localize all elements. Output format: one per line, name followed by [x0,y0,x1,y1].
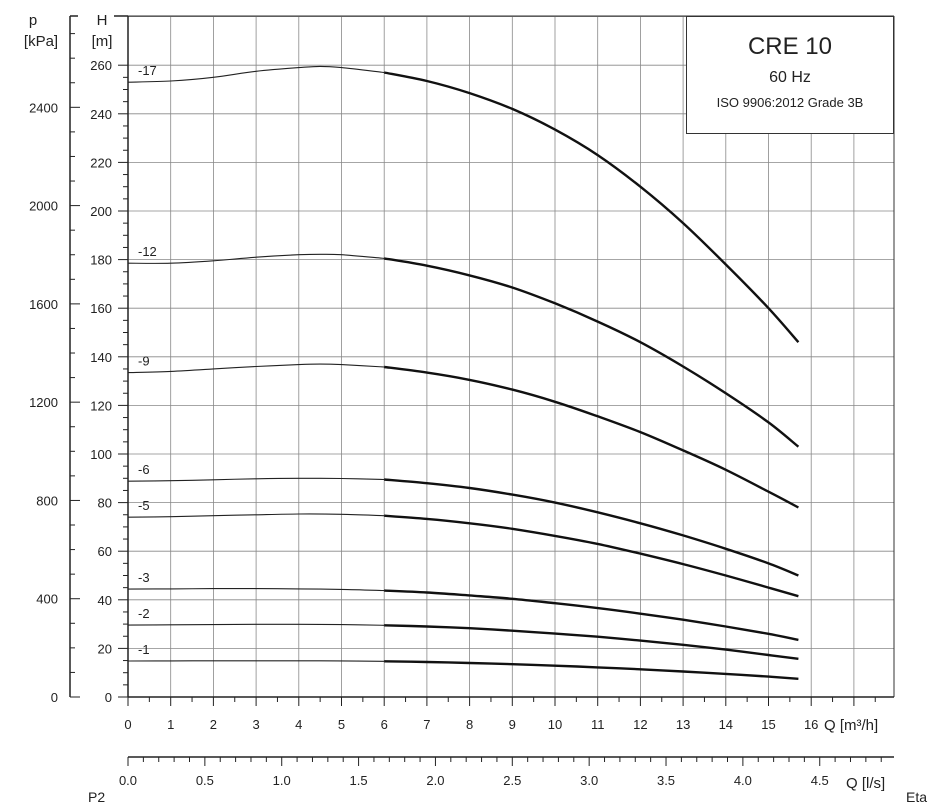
x-m3h-tick-label: 9 [509,717,516,732]
head-tick-label: 60 [98,544,112,559]
x-ls-tick-label: 3.5 [657,773,675,788]
head-tick-label: 140 [90,350,112,365]
curve-stage-5-low-flow [127,513,385,518]
pressure-axis-unit-kpa: [kPa] [24,33,58,50]
chart-title-box: CRE 10 60 Hz ISO 9906:2012 Grade 3B [686,16,894,134]
x-ls-tick-label: 4.5 [811,773,829,788]
pressure-tick-label: 1200 [29,395,58,410]
x-m3h-tick-label: 13 [676,717,690,732]
x-m3h-tick-label: 3 [252,717,259,732]
head-tick-label: 240 [90,107,112,122]
curve-stage-12-low-flow [127,253,385,264]
x-ls-tick-label: 1.0 [273,773,291,788]
curve-stage-1-operating [384,660,799,680]
x-ls-tick-label: 2.0 [426,773,444,788]
curve-stage-6-low-flow [127,477,385,482]
head-tick-label: 180 [90,253,112,268]
x-m3h-tick-label: 14 [719,717,733,732]
curve-label: -6 [138,462,150,477]
x-axis-title-m3h: Q [m³/h] [824,717,878,734]
x-ls-tick-label: 4.0 [734,773,752,788]
pressure-tick-label: 1600 [29,297,58,312]
curve-stage-2-low-flow [127,623,385,626]
curve-label: -5 [138,498,150,513]
x-m3h-tick-label: 12 [633,717,647,732]
curve-stage-3-operating [384,589,799,642]
head-tick-label: 260 [90,58,112,73]
chart-subtitle: 60 Hz [769,69,811,86]
performance-curves [127,65,800,680]
x-m3h-tick-label: 2 [210,717,217,732]
curve-label: -3 [138,570,150,585]
curve-labels: -17 -12 -9 -6 -5 -3 -2 -1 [138,63,157,657]
curve-stage-9-operating [384,365,799,509]
head-tick-label: 200 [90,204,112,219]
tick-labels: 0204060801001201401601802002202402600400… [29,58,829,788]
curve-stage-9-low-flow [127,363,385,374]
curve-stage-12-operating [384,257,800,448]
x-ls-tick-label: 3.0 [580,773,598,788]
axis-titles: p [kPa] H [m] Q [m³/h] Q [l/s] [24,12,885,792]
x-m3h-tick-label: 11 [591,717,605,732]
curve-label: -9 [138,354,150,369]
x-ls-tick-label: 1.5 [350,773,368,788]
head-tick-label: 220 [90,155,112,170]
chart-standard-note: ISO 9906:2012 Grade 3B [716,95,864,110]
curve-stage-3-low-flow [127,588,385,592]
x-m3h-tick-label: 1 [167,717,174,732]
curve-stage-17-low-flow [127,65,385,83]
pressure-tick-label: 2000 [29,199,58,214]
x-ls-tick-label: 0.5 [196,773,214,788]
x-m3h-tick-label: 4 [295,717,302,732]
curve-stage-2-operating [384,624,799,660]
x-m3h-tick-label: 7 [423,717,430,732]
curve-label: -17 [138,63,157,78]
head-tick-label: 160 [90,301,112,316]
pressure-tick-label: 0 [51,690,58,705]
head-axis-unit-m: [m] [92,33,113,50]
head-tick-label: 40 [98,593,112,608]
head-tick-label: 80 [98,496,112,511]
x-ls-tick-label: 2.5 [503,773,521,788]
pressure-tick-label: 2400 [29,100,58,115]
eta-label: Eta [906,789,928,805]
x-m3h-tick-label: 5 [338,717,345,732]
head-tick-label: 0 [105,690,112,705]
curve-stage-1-low-flow [127,660,385,662]
chart-title: CRE 10 [747,33,833,60]
curve-label: -1 [138,642,150,657]
curve-stage-17-operating [383,71,800,343]
x-m3h-tick-label: 8 [466,717,473,732]
head-tick-label: 100 [90,447,112,462]
grid [127,16,894,698]
pressure-tick-label: 800 [36,493,58,508]
x-m3h-tick-label: 15 [761,717,775,732]
head-axis-unit: H [97,12,108,29]
head-tick-label: 120 [90,398,112,413]
x-m3h-tick-label: 0 [124,717,131,732]
head-tick-label: 20 [98,641,112,656]
curve-label: -12 [138,244,157,259]
x-axis-title-ls: Q [l/s] [846,775,885,792]
p2-label: P2 [88,789,106,805]
x-m3h-tick-label: 16 [804,717,818,732]
pressure-axis-unit: p [29,12,37,29]
pressure-tick-label: 400 [36,592,58,607]
curve-label: -2 [138,606,150,621]
curve-stage-5-operating [384,514,799,598]
x-ls-tick-label: 0.0 [119,773,137,788]
curve-stage-6-operating [384,478,799,577]
x-m3h-tick-label: 6 [381,717,388,732]
x-m3h-tick-label: 10 [548,717,562,732]
tick-marks [70,33,882,766]
